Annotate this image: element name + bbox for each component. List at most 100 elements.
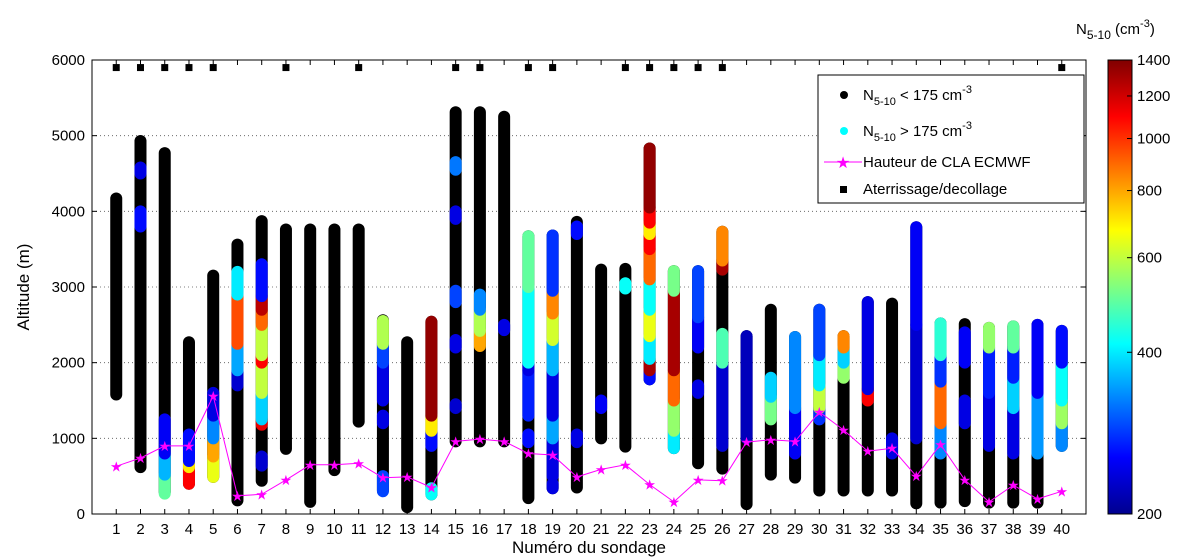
x-tick-label: 20 [569, 521, 586, 538]
landing-takeoff-marker [549, 64, 557, 72]
x-tick-label: 9 [306, 521, 314, 538]
cla-ecmwf-star: ★ [837, 423, 850, 439]
landing-takeoff-marker [670, 64, 678, 72]
cla-ecmwf-star: ★ [183, 439, 196, 455]
x-tick-label: 7 [258, 521, 266, 538]
cla-ecmwf-star: ★ [934, 437, 947, 453]
landing-takeoff-marker [1058, 64, 1066, 72]
x-tick-label: 8 [282, 521, 290, 538]
x-tick-label: 39 [1029, 521, 1046, 538]
colorbar-tick-label: 600 [1137, 250, 1162, 267]
x-tick-label: 6 [233, 521, 241, 538]
landing-takeoff-marker [476, 64, 484, 72]
colorbar-tick-label: 200 [1137, 506, 1162, 523]
y-tick-label: 2000 [52, 355, 85, 372]
cla-ecmwf-star: ★ [304, 458, 317, 474]
colorbar-tick-label: 800 [1137, 183, 1162, 200]
cla-ecmwf-star: ★ [862, 444, 875, 460]
landing-takeoff-series [112, 64, 1066, 72]
cla-ecmwf-star: ★ [716, 474, 729, 490]
legend-label-landing: Aterrissage/decollage [863, 181, 1007, 198]
x-tick-label: 31 [835, 521, 852, 538]
x-tick-label: 3 [161, 521, 169, 538]
legend-marker-black-dot [840, 91, 848, 99]
x-tick-label: 21 [593, 521, 610, 538]
x-tick-label: 19 [544, 521, 561, 538]
landing-takeoff-marker [694, 64, 702, 72]
cla-ecmwf-star: ★ [425, 481, 438, 497]
x-tick-label: 10 [326, 521, 343, 538]
landing-takeoff-marker [282, 64, 290, 72]
landing-takeoff-marker [185, 64, 193, 72]
legend-marker-black-square [840, 186, 847, 193]
y-axis-ticks: 0 1000 2000 3000 4000 5000 6000 [52, 52, 1086, 523]
cla-ecmwf-star: ★ [207, 389, 220, 405]
cla-ecmwf-star: ★ [255, 487, 268, 503]
cla-ecmwf-star: ★ [158, 439, 171, 455]
x-tick-label: 14 [423, 521, 440, 538]
y-axis-title: Altitude (m) [14, 244, 33, 331]
x-tick-label: 17 [496, 521, 513, 538]
cla-ecmwf-star: ★ [401, 470, 414, 486]
colorbar-tick-label: 400 [1137, 344, 1162, 361]
colorbar-title: N5-10 (cm-3) [1076, 18, 1155, 42]
x-tick-label: 5 [209, 521, 217, 538]
cla-ecmwf-star: ★ [352, 456, 365, 472]
legend-marker-cyan-dot [840, 127, 848, 135]
landing-takeoff-marker [452, 64, 460, 72]
x-tick-label: 4 [185, 521, 193, 538]
cla-ecmwf-star: ★ [449, 434, 462, 450]
landing-takeoff-marker [646, 64, 654, 72]
cla-ecmwf-star: ★ [1007, 478, 1020, 494]
legend-label-high: N5-10 > 175 cm-3 [863, 120, 972, 144]
cla-ecmwf-star: ★ [377, 471, 390, 487]
x-tick-label: 34 [908, 521, 925, 538]
x-tick-label: 38 [1005, 521, 1022, 538]
x-tick-label: 25 [690, 521, 707, 538]
cla-ecmwf-star: ★ [765, 433, 778, 449]
cla-ecmwf-star: ★ [110, 459, 123, 475]
cla-ecmwf-star: ★ [668, 495, 681, 511]
legend-label-cla: Hauteur de CLA ECMWF [863, 154, 1031, 171]
x-tick-label: 40 [1053, 521, 1070, 538]
x-tick-label: 32 [859, 521, 876, 538]
landing-takeoff-marker [161, 64, 169, 72]
cla-ecmwf-star: ★ [328, 458, 341, 474]
landing-takeoff-marker [136, 64, 144, 72]
cla-ecmwf-star: ★ [498, 434, 511, 450]
cla-ecmwf-star: ★ [643, 477, 656, 493]
x-tick-label: 36 [956, 521, 973, 538]
landing-takeoff-marker [718, 64, 726, 72]
y-tick-label: 3000 [52, 279, 85, 296]
cla-ecmwf-star: ★ [280, 473, 293, 489]
x-tick-label: 13 [399, 521, 416, 538]
x-axis-title: Numéro du sondage [512, 538, 666, 557]
cla-ecmwf-star: ★ [231, 489, 244, 505]
colorbar-tick-label: 1200 [1137, 88, 1170, 105]
x-tick-label: 28 [762, 521, 779, 538]
x-tick-label: 16 [472, 521, 489, 538]
cla-ecmwf-star: ★ [740, 435, 753, 451]
x-tick-label: 37 [981, 521, 998, 538]
cla-ecmwf-star: ★ [571, 470, 584, 486]
cla-ecmwf-star: ★ [474, 432, 487, 448]
cla-ecmwf-line [116, 394, 1062, 503]
x-tick-label: 33 [884, 521, 901, 538]
cla-ecmwf-star: ★ [910, 469, 923, 485]
legend-box [817, 74, 1085, 204]
x-tick-label: 15 [447, 521, 464, 538]
landing-takeoff-marker [355, 64, 363, 72]
cla-ecmwf-star: ★ [983, 495, 996, 511]
x-tick-label: 2 [136, 521, 144, 538]
cla-ecmwf-star: ★ [886, 441, 899, 457]
landing-takeoff-marker [112, 64, 120, 72]
x-tick-label: 26 [714, 521, 731, 538]
cla-ecmwf-star: ★ [134, 451, 147, 467]
x-tick-label: 24 [666, 521, 683, 538]
cla-ecmwf-star: ★ [595, 462, 608, 478]
legend-marker-magenta-star: ★ [836, 153, 850, 172]
x-tick-label: 1 [112, 521, 120, 538]
colorbar-tick-label: 1400 [1137, 52, 1170, 69]
cla-ecmwf-star: ★ [1055, 484, 1068, 500]
legend: N5-10 < 175 cm-3 N5-10 > 175 cm-3 ★ Haut… [817, 74, 1085, 204]
